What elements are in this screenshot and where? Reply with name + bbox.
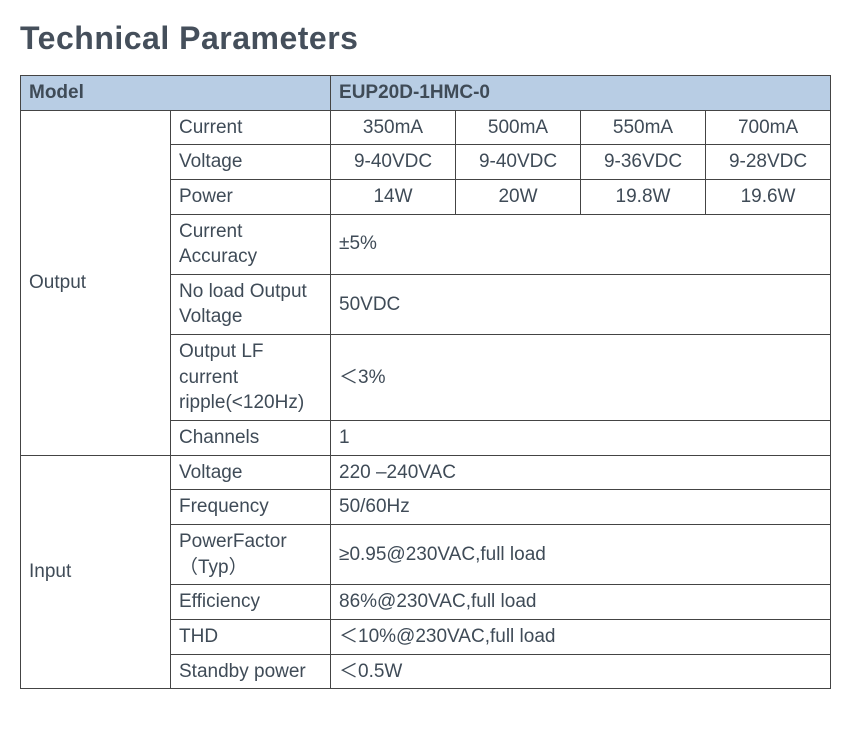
cell-value: 9-28VDC [706, 145, 831, 180]
param-label: No load Output Voltage [171, 274, 331, 334]
technical-parameters-table: Model EUP20D-1HMC-0 Output Current 350mA… [20, 75, 831, 689]
param-label: Current [171, 110, 331, 145]
cell-value: ＜0.5W [331, 654, 831, 689]
param-label: Power [171, 179, 331, 214]
cell-value: 9-40VDC [456, 145, 581, 180]
cell-value: 19.6W [706, 179, 831, 214]
cell-value: ≥0.95@230VAC,full load [331, 524, 831, 584]
cell-value: 9-40VDC [331, 145, 456, 180]
cell-value: 220 –240VAC [331, 455, 831, 490]
param-label: THD [171, 619, 331, 654]
param-label: Voltage [171, 455, 331, 490]
cell-value: 9-36VDC [581, 145, 706, 180]
cell-value: 14W [331, 179, 456, 214]
param-label: Efficiency [171, 585, 331, 620]
table-row: Input Voltage 220 –240VAC [21, 455, 831, 490]
cell-value: 19.8W [581, 179, 706, 214]
cell-value: 50VDC [331, 274, 831, 334]
param-label: PowerFactor（Typ） [171, 524, 331, 584]
page-title: Technical Parameters [20, 20, 830, 57]
cell-value: 20W [456, 179, 581, 214]
table-row: Output Current 350mA 500mA 550mA 700mA [21, 110, 831, 145]
param-label: Output LF current ripple(<120Hz) [171, 335, 331, 421]
cell-value: 1 [331, 421, 831, 456]
model-value-header: EUP20D-1HMC-0 [331, 76, 831, 111]
cell-value: 50/60Hz [331, 490, 831, 525]
cell-value: ＜3% [331, 335, 831, 421]
cell-value: 700mA [706, 110, 831, 145]
table-header-row: Model EUP20D-1HMC-0 [21, 76, 831, 111]
category-output: Output [21, 110, 171, 455]
cell-value: 500mA [456, 110, 581, 145]
param-label: Current Accuracy [171, 214, 331, 274]
cell-value: 350mA [331, 110, 456, 145]
model-header: Model [21, 76, 331, 111]
cell-value: ＜10%@230VAC,full load [331, 619, 831, 654]
category-input: Input [21, 455, 171, 688]
cell-value: 550mA [581, 110, 706, 145]
param-label: Standby power [171, 654, 331, 689]
param-label: Frequency [171, 490, 331, 525]
param-label: Channels [171, 421, 331, 456]
param-label: Voltage [171, 145, 331, 180]
cell-value: ±5% [331, 214, 831, 274]
cell-value: 86%@230VAC,full load [331, 585, 831, 620]
